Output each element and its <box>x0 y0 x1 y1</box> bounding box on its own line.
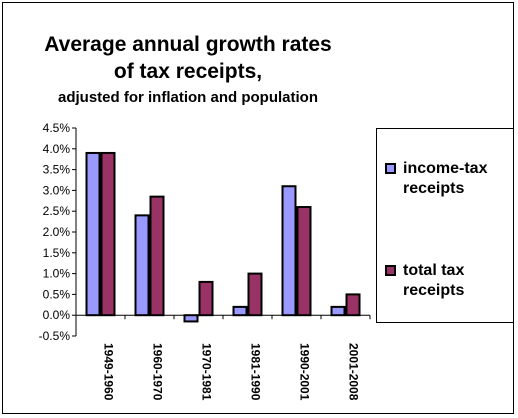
y-tick-label: 3.0% <box>43 183 71 197</box>
y-tick-label: 4.5% <box>43 121 71 135</box>
chart-subtitle: adjusted for inflation and population <box>58 89 318 106</box>
x-tick-label: 2001-2008 <box>347 343 361 401</box>
y-tick-label: 4.0% <box>43 142 71 156</box>
x-tick-label: 1949-1960 <box>102 343 116 401</box>
bar-income-tax-receipts-1981-1990 <box>232 305 248 317</box>
y-tick-label: 0.0% <box>43 308 71 322</box>
bar-total-tax-receipts-2001-2008 <box>345 293 361 317</box>
bar-total-tax-receipts-1960-1970 <box>149 195 165 317</box>
bar-total-tax-receipts-1990-2001 <box>296 206 312 317</box>
x-tick-label: 1970-1981 <box>200 343 214 401</box>
x-tick-label: 1960-1970 <box>151 343 165 401</box>
x-tick-label: 1990-2001 <box>298 343 312 401</box>
bar-income-tax-receipts-1960-1970 <box>134 214 150 317</box>
chart-frame: 4.5% 4.0% 3.5% 3.0% 2.5% 2.0% 1.5% 1.0% 0.5% 0.0%… <box>2 2 514 414</box>
chart-title-line-2: of tax receipts, <box>113 60 263 83</box>
y-tick-label: 1.0% <box>43 267 71 281</box>
chart-title: Average annual growth rates <box>44 33 332 56</box>
bar-total-tax-receipts-1949-1960 <box>100 151 116 317</box>
y-tick-label: 1.5% <box>43 246 71 260</box>
legend-swatch-income-tax <box>385 163 396 174</box>
legend-label-income-tax: income-tax receipts <box>403 159 515 199</box>
legend-label-total-tax-line2: receipts <box>403 282 465 299</box>
y-tick-label: 2.5% <box>43 204 71 218</box>
y-tick-label: -0.5% <box>39 329 71 343</box>
legend-swatch-total-tax <box>385 265 396 276</box>
legend-label-total-tax-line1: total tax <box>403 262 465 279</box>
bar-income-tax-receipts-2001-2008 <box>330 305 346 317</box>
bar-income-tax-receipts-1990-2001 <box>281 185 297 317</box>
legend-label-total-tax: total tax receipts <box>403 261 515 301</box>
bar-income-tax-receipts-1949-1960 <box>85 151 101 317</box>
chart-plot: 4.5% 4.0% 3.5% 3.0% 2.5% 2.0% 1.5% 1.0% 0.5% 0.0%… <box>39 121 371 401</box>
chart-legend: income-tax receipts total tax receipts <box>376 128 514 323</box>
bar-income-tax-receipts-1970-1981 <box>183 314 199 323</box>
legend-label-income-tax-line2: receipts <box>403 180 465 197</box>
y-tick-label: 3.5% <box>43 163 71 177</box>
legend-label-income-tax-line1: income-tax <box>403 160 488 177</box>
y-tick-label: 0.5% <box>43 287 71 301</box>
y-tick-label: 2.0% <box>43 225 71 239</box>
bar-total-tax-receipts-1970-1981 <box>198 280 214 317</box>
bar-total-tax-receipts-1981-1990 <box>247 272 263 317</box>
x-tick-label: 1981-1990 <box>249 343 263 401</box>
